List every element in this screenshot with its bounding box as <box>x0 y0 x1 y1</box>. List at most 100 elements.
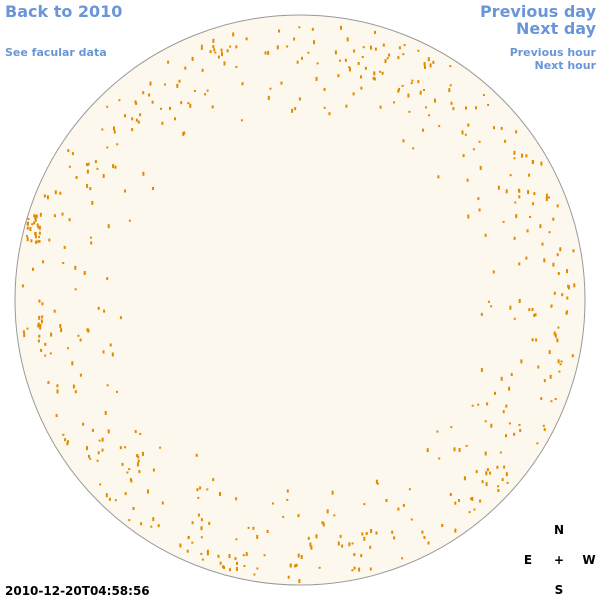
facula <box>450 426 453 429</box>
facula <box>505 404 508 408</box>
facula <box>37 322 40 326</box>
facula <box>26 226 29 230</box>
facula <box>94 160 97 164</box>
facula <box>346 37 349 42</box>
facula <box>39 325 42 330</box>
facula <box>339 534 342 538</box>
facula <box>408 110 411 113</box>
facula <box>119 316 122 320</box>
facula <box>362 46 365 49</box>
facula <box>40 348 43 352</box>
facula <box>189 103 192 108</box>
facula <box>253 573 256 576</box>
facula <box>150 525 153 528</box>
facula <box>191 541 194 544</box>
facula <box>323 106 326 109</box>
facula <box>473 508 476 511</box>
facula <box>479 499 482 503</box>
facula <box>138 470 141 474</box>
facula <box>480 367 483 372</box>
compass-west: W <box>582 553 595 567</box>
facula <box>353 553 356 557</box>
facula <box>287 575 290 579</box>
facular-link[interactable]: See facular data <box>5 46 107 59</box>
facula <box>54 190 57 195</box>
facula <box>348 542 351 547</box>
facula <box>557 359 560 364</box>
facula <box>525 256 528 260</box>
next-day-link[interactable]: Next day <box>516 19 597 38</box>
facula <box>213 48 216 52</box>
facula <box>201 68 204 72</box>
facula <box>219 561 222 565</box>
facula <box>241 82 244 86</box>
timestamp: 2010-12-20T04:58:56 <box>5 584 150 598</box>
facula <box>89 187 92 191</box>
facula <box>566 310 568 314</box>
facula <box>72 384 75 389</box>
facula <box>242 554 245 557</box>
facula <box>310 545 313 550</box>
facula <box>164 83 166 86</box>
facula <box>372 76 375 80</box>
facula <box>86 163 88 167</box>
facula <box>199 486 202 490</box>
facula <box>278 29 280 33</box>
facula <box>108 497 111 501</box>
facula <box>533 313 536 317</box>
facula <box>245 552 248 557</box>
facula <box>38 299 41 303</box>
facula <box>197 496 200 499</box>
facula <box>67 440 69 444</box>
back-link[interactable]: Back to 2010 <box>5 2 122 21</box>
facula <box>505 189 508 194</box>
facula <box>187 536 190 538</box>
facula <box>554 398 557 400</box>
facula <box>212 45 215 49</box>
facula <box>111 352 114 357</box>
facula <box>184 66 187 70</box>
previous-day-link[interactable]: Previous day <box>480 2 597 21</box>
facula <box>363 503 366 506</box>
facula <box>465 106 467 110</box>
facula <box>518 195 521 199</box>
facula <box>34 218 37 222</box>
facula <box>286 489 289 493</box>
facula <box>509 174 512 177</box>
facula <box>27 218 30 220</box>
facula <box>397 89 400 93</box>
facula <box>300 555 303 559</box>
facula <box>59 324 62 328</box>
facula <box>91 200 94 205</box>
next-hour-link[interactable]: Next hour <box>535 59 597 72</box>
facula <box>535 338 538 342</box>
facula <box>560 360 563 363</box>
previous-hour-link[interactable]: Previous hour <box>510 46 597 59</box>
facula <box>527 190 530 195</box>
facula <box>88 454 90 458</box>
facula <box>358 567 361 572</box>
facula <box>22 330 25 334</box>
facula <box>573 283 576 288</box>
facula <box>340 25 342 30</box>
facula <box>174 117 176 121</box>
facula <box>472 148 475 151</box>
facula <box>124 492 127 496</box>
facula <box>572 249 575 253</box>
facula <box>379 70 382 73</box>
facula <box>62 433 65 436</box>
facula <box>475 106 477 110</box>
facula <box>135 118 138 122</box>
facula <box>48 238 51 242</box>
facula <box>477 197 480 201</box>
facula <box>211 105 214 109</box>
facula <box>240 119 243 122</box>
facula <box>351 542 354 545</box>
facula <box>370 529 373 533</box>
facula <box>41 315 44 319</box>
facula <box>114 499 117 502</box>
facula <box>407 93 410 98</box>
facula <box>419 90 422 95</box>
facula <box>478 140 481 143</box>
